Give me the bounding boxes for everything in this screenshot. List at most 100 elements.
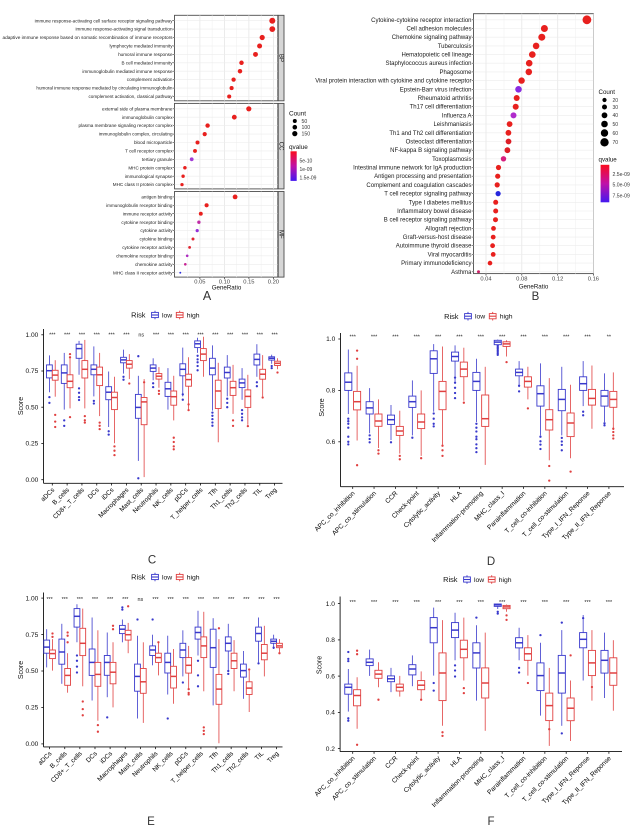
svg-text:Risk: Risk	[131, 311, 146, 320]
svg-text:Score: Score	[18, 397, 25, 415]
svg-text:***: ***	[563, 335, 570, 341]
svg-text:Type I diabetes mellitus: Type I diabetes mellitus	[409, 200, 472, 206]
svg-text:***: ***	[456, 600, 463, 606]
svg-text:Cytokine-cytokine receptor int: Cytokine-cytokine receptor interaction	[371, 18, 471, 24]
svg-text:D: D	[487, 556, 495, 568]
svg-text:0.50: 0.50	[25, 404, 38, 411]
svg-text:***: ***	[350, 600, 357, 606]
svg-text:***: ***	[273, 597, 280, 603]
svg-text:Risk: Risk	[444, 312, 459, 321]
svg-text:***: ***	[107, 597, 114, 603]
svg-text:high: high	[499, 577, 512, 584]
svg-text:20: 20	[613, 98, 619, 104]
svg-text:1.0: 1.0	[326, 601, 335, 608]
svg-text:MF: MF	[277, 230, 283, 239]
svg-text:Tfh: Tfh	[208, 487, 220, 499]
svg-text:1.00: 1.00	[25, 332, 38, 339]
svg-text:***: ***	[198, 597, 205, 603]
svg-text:40: 40	[613, 113, 619, 119]
svg-text:TIL: TIL	[254, 750, 266, 762]
svg-text:***: ***	[153, 332, 160, 338]
svg-text:MHC class II receptor activity: MHC class II receptor activity	[113, 270, 173, 275]
svg-text:0.00: 0.00	[25, 477, 38, 484]
svg-text:1.5e-09: 1.5e-09	[300, 176, 317, 182]
svg-text:chemokine receptor binding: chemokine receptor binding	[116, 253, 173, 258]
svg-text:immune response-activating cel: immune response-activating cell surface …	[35, 18, 174, 23]
svg-text:***: ***	[584, 335, 591, 341]
svg-text:complement activation: complement activation	[127, 77, 173, 82]
svg-text:7.5e-09: 7.5e-09	[613, 193, 630, 199]
svg-text:***: ***	[167, 597, 174, 603]
svg-text:immunoglobulin complex, circul: immunoglobulin complex, circulating	[99, 132, 173, 137]
svg-text:0.75: 0.75	[25, 368, 38, 375]
svg-text:Score: Score	[317, 656, 324, 674]
svg-text:***: ***	[478, 335, 485, 341]
svg-text:B cell mediated immunity: B cell mediated immunity	[121, 60, 173, 65]
svg-text:***: ***	[92, 597, 99, 603]
svg-text:0.10: 0.10	[219, 279, 230, 285]
svg-text:***: ***	[49, 332, 56, 338]
svg-text:2.5e-09: 2.5e-09	[613, 172, 630, 178]
svg-text:low: low	[474, 577, 484, 584]
svg-text:***: ***	[392, 600, 399, 606]
svg-text:Intestinal immune network for: Intestinal immune network for IgA produc…	[353, 166, 471, 172]
svg-text:***: ***	[64, 332, 71, 338]
svg-text:***: ***	[499, 600, 506, 606]
svg-text:***: ***	[183, 332, 190, 338]
svg-text:tertiary granule: tertiary granule	[142, 157, 173, 162]
svg-text:humoral immune response: humoral immune response	[118, 52, 173, 57]
svg-text:immune response-activating sig: immune response-activating signal transd…	[75, 27, 172, 32]
svg-text:50: 50	[613, 122, 619, 128]
svg-text:0.50: 0.50	[25, 668, 38, 675]
svg-text:150: 150	[302, 131, 311, 137]
svg-text:***: ***	[62, 597, 69, 603]
svg-text:***: ***	[414, 600, 421, 606]
svg-text:***: ***	[392, 335, 399, 341]
svg-text:Influenza A: Influenza A	[442, 113, 472, 119]
svg-text:Staphylococcus aureus infectio: Staphylococcus aureus infection	[385, 61, 471, 67]
svg-text:1.0: 1.0	[326, 336, 335, 343]
svg-text:NF-kappa B signaling pathway: NF-kappa B signaling pathway	[390, 148, 471, 154]
svg-text:low: low	[475, 314, 485, 321]
svg-text:0.00: 0.00	[25, 741, 38, 748]
svg-text:***: ***	[183, 597, 190, 603]
svg-text:***: ***	[227, 332, 234, 338]
svg-text:T cell receptor signaling path: T cell receptor signaling pathway	[384, 192, 471, 198]
svg-text:***: ***	[152, 597, 159, 603]
svg-text:complement activation, classic: complement activation, classical pathway	[88, 94, 173, 99]
svg-text:0.15: 0.15	[243, 279, 254, 285]
svg-text:Toxoplasmosis: Toxoplasmosis	[432, 157, 471, 163]
svg-text:1e-09: 1e-09	[300, 167, 313, 173]
svg-text:Osteoclast differentiation: Osteoclast differentiation	[406, 140, 472, 146]
svg-text:***: ***	[242, 332, 249, 338]
svg-text:1.00: 1.00	[25, 595, 38, 602]
svg-text:E: E	[147, 816, 155, 828]
svg-text:Allograft rejection: Allograft rejection	[425, 226, 471, 232]
svg-text:***: ***	[371, 335, 378, 341]
svg-text:BP: BP	[277, 54, 283, 62]
svg-text:Autoimmune thyroid disease: Autoimmune thyroid disease	[396, 244, 472, 250]
svg-text:5e-10: 5e-10	[300, 158, 313, 164]
svg-text:***: ***	[228, 597, 235, 603]
svg-text:immunoglobulin mediated immune: immunoglobulin mediated immune response	[82, 69, 173, 74]
svg-text:30: 30	[613, 105, 619, 111]
svg-text:low: low	[162, 312, 172, 319]
svg-text:Complement and coagulation cas: Complement and coagulation cascades	[366, 183, 471, 189]
svg-text:high: high	[500, 314, 513, 321]
svg-text:0.12: 0.12	[552, 277, 563, 283]
svg-text:0.20: 0.20	[268, 279, 279, 285]
svg-text:Epstein-Barr virus infection: Epstein-Barr virus infection	[400, 87, 472, 93]
svg-text:***: ***	[243, 597, 250, 603]
svg-text:***: ***	[108, 332, 115, 338]
svg-text:MHC protein complex: MHC protein complex	[128, 165, 173, 170]
svg-text:external side of plasma membra: external side of plasma membrane	[102, 106, 173, 111]
svg-text:Antigen processing and present: Antigen processing and presentation	[374, 174, 471, 180]
svg-text:Tfh: Tfh	[208, 750, 220, 762]
svg-text:***: ***	[79, 332, 86, 338]
svg-text:B cell receptor signaling path: B cell receptor signaling pathway	[384, 218, 472, 224]
svg-text:Th1 and Th2 cell differentiati: Th1 and Th2 cell differentiation	[389, 131, 471, 137]
svg-text:5.0e-09: 5.0e-09	[613, 183, 630, 189]
svg-text:***: ***	[46, 597, 53, 603]
svg-text:high: high	[187, 312, 200, 319]
svg-text:Score: Score	[18, 661, 25, 679]
